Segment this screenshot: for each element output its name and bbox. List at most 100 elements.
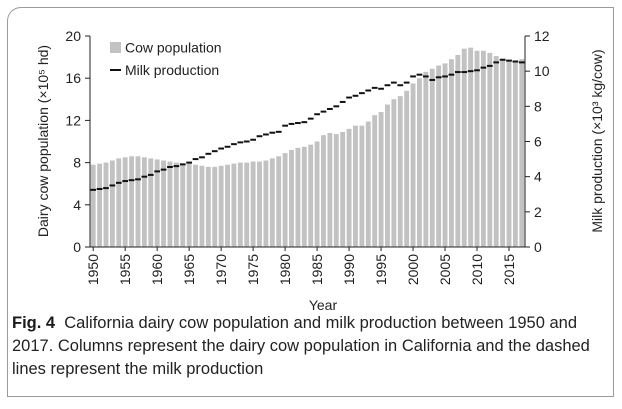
x-tick-label: 1970 xyxy=(213,254,229,285)
bar-cow-population-1958 xyxy=(141,157,147,247)
figure-caption-text: California dairy cow population and milk… xyxy=(12,314,590,378)
legend-label-milk-production: Milk production xyxy=(125,62,219,78)
bar-cow-population-2015 xyxy=(506,60,512,248)
x-axis-label: Year xyxy=(309,297,338,312)
bar-cow-population-1999 xyxy=(404,90,410,247)
bar-cow-population-1961 xyxy=(161,160,166,247)
right-y-axis-label: Milk production (×10³ kg/cow) xyxy=(589,49,605,232)
combo-chart: 0 4 8 12 16 20 0 2 4 6 8 10 12 1950 1955 1960 1965 1970… xyxy=(35,28,605,312)
bar-cow-population-2003 xyxy=(429,68,435,248)
bar-cow-population-1991 xyxy=(353,125,358,247)
bar-cow-population-1978 xyxy=(269,158,275,247)
bar-cow-population-1959 xyxy=(148,158,154,247)
bar-cow-population-1970 xyxy=(218,165,224,247)
bar-cow-population-1964 xyxy=(180,163,186,247)
bar-cow-population-1982 xyxy=(295,147,301,247)
right-tick-label: 4 xyxy=(534,169,542,185)
bar-cow-population-1976 xyxy=(257,161,262,247)
bar-cow-population-2001 xyxy=(417,78,422,247)
left-tick-label: 12 xyxy=(65,112,81,128)
bar-cow-population-1952 xyxy=(103,162,109,247)
x-tick-label: 1965 xyxy=(181,254,197,285)
bar-cow-population-1987 xyxy=(327,133,333,247)
right-tick-label: 8 xyxy=(534,98,542,114)
left-tick-label: 16 xyxy=(65,70,81,86)
bar-cow-population-2005 xyxy=(442,63,448,248)
bar-cow-population-2007 xyxy=(455,54,461,247)
bar-cow-population-1973 xyxy=(237,162,243,247)
x-tick-label: 2000 xyxy=(405,254,421,285)
bar-cow-population-2010 xyxy=(474,50,480,247)
bar-cow-population-1957 xyxy=(135,156,141,247)
bar-cow-population-1998 xyxy=(397,96,403,247)
legend-swatch-cow-population xyxy=(110,42,121,53)
bar-cow-population-2009 xyxy=(468,47,474,247)
left-y-axis-label: Dairy cow population (×10⁵ hd) xyxy=(35,45,51,237)
right-tick-label: 0 xyxy=(534,239,542,255)
x-tick-label: 2015 xyxy=(501,254,517,285)
bar-cow-population-1953 xyxy=(109,160,115,247)
bar-cow-population-1969 xyxy=(212,166,218,247)
left-y-ticks: 0 4 8 12 16 20 xyxy=(65,28,90,255)
bar-cow-population-1985 xyxy=(314,141,320,247)
bar-cow-population-1997 xyxy=(391,99,397,247)
bar-cow-population-2012 xyxy=(487,52,493,247)
bar-cow-population-2017 xyxy=(519,59,525,248)
milk-production-marks xyxy=(90,58,525,191)
bar-cow-population-1980 xyxy=(282,153,288,247)
bar-cow-population-1954 xyxy=(116,158,122,247)
bar-cow-population-1963 xyxy=(173,162,179,247)
bar-cow-population-2004 xyxy=(436,65,442,247)
bar-cow-population-1962 xyxy=(167,161,173,247)
bar-cow-population-1996 xyxy=(385,104,390,247)
bar-cow-population-2002 xyxy=(423,71,429,248)
figure-caption: Fig. 4 California dairy cow population a… xyxy=(12,312,608,381)
cow-population-bars xyxy=(90,47,525,248)
bar-cow-population-1984 xyxy=(308,144,314,247)
bar-cow-population-1992 xyxy=(359,125,365,247)
bar-cow-population-1971 xyxy=(225,164,230,247)
right-y-ticks: 0 2 4 6 8 10 12 xyxy=(525,28,550,255)
legend-label-cow-population: Cow population xyxy=(125,40,222,56)
x-tick-label: 2010 xyxy=(469,254,485,285)
x-tick-label: 1975 xyxy=(245,254,261,285)
bar-cow-population-1967 xyxy=(199,165,205,247)
bar-cow-population-2013 xyxy=(493,56,499,247)
bar-cow-population-2014 xyxy=(500,59,506,248)
legend: Cow population Milk production xyxy=(110,40,222,78)
bar-cow-population-1988 xyxy=(333,134,339,247)
bar-cow-population-2016 xyxy=(512,61,518,247)
x-tick-label: 1960 xyxy=(149,254,165,285)
bar-cow-population-1977 xyxy=(263,160,269,247)
bar-cow-population-1990 xyxy=(346,128,352,247)
bar-cow-population-2011 xyxy=(480,50,486,247)
x-tick-label: 2005 xyxy=(437,254,453,285)
left-tick-label: 0 xyxy=(73,239,81,255)
bar-cow-population-1956 xyxy=(129,156,135,247)
left-tick-label: 20 xyxy=(65,28,81,44)
bar-cow-population-1993 xyxy=(365,121,371,247)
bar-cow-population-1960 xyxy=(154,159,160,247)
x-tick-label: 1980 xyxy=(277,254,293,285)
left-tick-label: 8 xyxy=(73,155,81,171)
x-tick-label: 1985 xyxy=(309,254,325,285)
right-tick-label: 2 xyxy=(534,204,542,220)
bar-cow-population-1955 xyxy=(122,157,128,247)
figure-label: Fig. 4 xyxy=(12,314,56,332)
right-tick-label: 10 xyxy=(534,63,550,79)
bar-cow-population-2000 xyxy=(410,83,416,247)
bar-cow-population-1975 xyxy=(250,161,256,247)
bar-cow-population-1989 xyxy=(340,132,346,247)
bar-cow-population-1979 xyxy=(276,156,282,247)
bar-cow-population-1983 xyxy=(301,146,307,247)
bar-cow-population-1972 xyxy=(231,163,237,247)
bar-cow-population-1968 xyxy=(205,166,211,247)
bar-cow-population-1966 xyxy=(193,164,198,247)
bar-cow-population-1986 xyxy=(321,135,326,247)
x-tick-label: 1950 xyxy=(85,254,101,285)
x-tick-label: 1955 xyxy=(117,254,133,285)
bar-cow-population-2006 xyxy=(449,59,454,248)
bar-cow-population-1974 xyxy=(244,162,250,247)
bar-cow-population-1965 xyxy=(186,163,192,247)
bar-cow-population-1995 xyxy=(378,111,384,248)
